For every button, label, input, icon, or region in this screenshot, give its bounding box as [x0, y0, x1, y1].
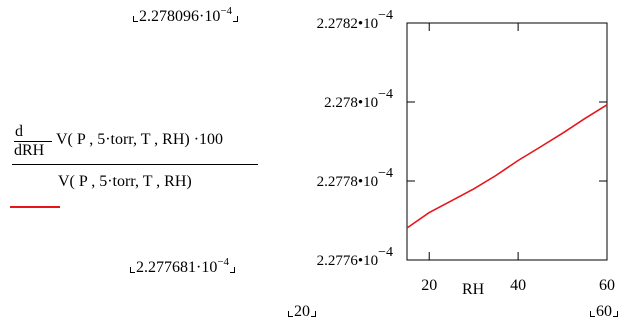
- y-max-exp-base: ·10: [199, 8, 221, 25]
- denominator-expression: V( P , 5·torr, T , RH): [58, 173, 192, 190]
- corner-mark-left: [288, 311, 293, 317]
- y-min-exp-power: −4: [217, 256, 230, 268]
- corner-mark-right: [613, 311, 618, 317]
- deriv-fraction-line: [14, 141, 52, 142]
- corner-mark-left: [590, 311, 595, 317]
- x-tick-label: 20: [421, 277, 437, 294]
- x-max-annotation: 60: [590, 303, 618, 321]
- x-tick-labels: 20 40 60: [421, 277, 615, 294]
- corner-mark-right: [230, 267, 236, 273]
- tick-marks: [407, 22, 608, 261]
- series-line: [406, 104, 608, 229]
- plot-frame: [406, 22, 608, 261]
- y-tick-label: 2.278•10−4: [324, 87, 393, 111]
- y-min-annotation: 2.277681·10−4: [130, 256, 236, 277]
- y-tick-exp: −4: [378, 87, 393, 102]
- y-tick-label: 2.2776•10−4: [317, 245, 393, 269]
- y-max-mantissa: 2.278096: [139, 8, 199, 25]
- deriv-drh: dRH: [14, 142, 45, 159]
- legend-line-sample: [10, 206, 60, 208]
- y-min-mantissa: 2.277681: [136, 259, 196, 276]
- x-max-value: 60: [596, 303, 612, 320]
- y-min-exp-base: ·10: [196, 259, 218, 276]
- x-min-value: 20: [294, 303, 310, 320]
- x-tick-label: 40: [510, 277, 526, 294]
- deriv-d: d: [15, 123, 23, 140]
- y-tick-exp: −4: [378, 245, 393, 260]
- main-fraction-line: [12, 164, 258, 165]
- y-tick-label: 2.2778•10−4: [317, 166, 393, 190]
- y-tick-label: 2.2782•10−4: [317, 8, 393, 32]
- y-tick-labels: 2.2776•10−4 2.2778•10−4 2.278•10−4 2.2782•1…: [317, 8, 393, 269]
- corner-mark-right: [233, 16, 239, 22]
- x-tick-label: 60: [599, 277, 615, 294]
- x-axis-label: RH: [462, 281, 485, 298]
- corner-mark-left: [133, 16, 138, 22]
- y-max-annotation: 2.278096·10−4: [133, 5, 239, 26]
- y-max-exp-power: −4: [220, 5, 233, 17]
- y-tick-exp: −4: [378, 166, 393, 181]
- y-tick-exp: −4: [378, 8, 393, 23]
- corner-mark-right: [311, 311, 316, 317]
- x-min-annotation: 20: [288, 303, 316, 321]
- numerator-expression: V( P , 5·torr, T , RH) ·100: [56, 131, 224, 148]
- corner-mark-left: [130, 267, 135, 273]
